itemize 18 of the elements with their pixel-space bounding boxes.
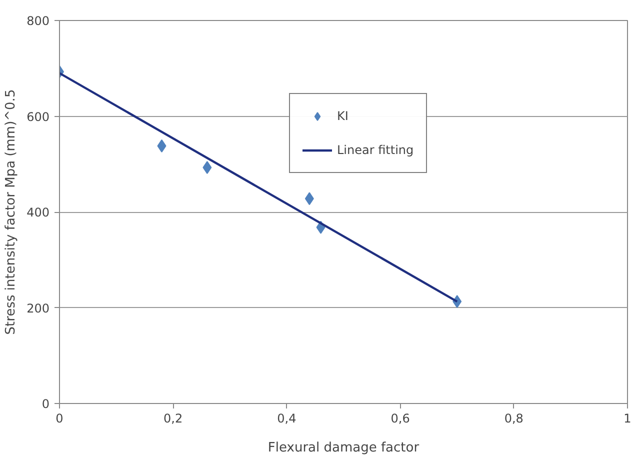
x-tick-label: 0: [56, 412, 64, 426]
y-tick-label: 0: [42, 397, 50, 411]
legend-label: Linear fitting: [337, 143, 414, 157]
x-axis-title: Flexural damage factor: [268, 440, 420, 456]
x-tick-label: 1: [624, 412, 632, 426]
point: [202, 160, 212, 174]
x-tick-label: 0,6: [390, 412, 410, 426]
y-tick-label: 200: [26, 301, 50, 316]
legend-label: KI: [337, 109, 350, 123]
x-tick-label: 0,4: [277, 412, 296, 426]
point: [157, 139, 166, 152]
y-tick-label: 800: [26, 14, 50, 28]
x-tick-label: 0,2: [164, 412, 183, 426]
y-axis-title: Stress intensity factor Mpa (mm)^0.5: [4, 89, 19, 335]
y-tick-label: 400: [26, 206, 50, 220]
point: [304, 192, 314, 206]
y-tick-label: 600: [26, 110, 50, 124]
x-tick-label: 0,8: [504, 412, 524, 426]
